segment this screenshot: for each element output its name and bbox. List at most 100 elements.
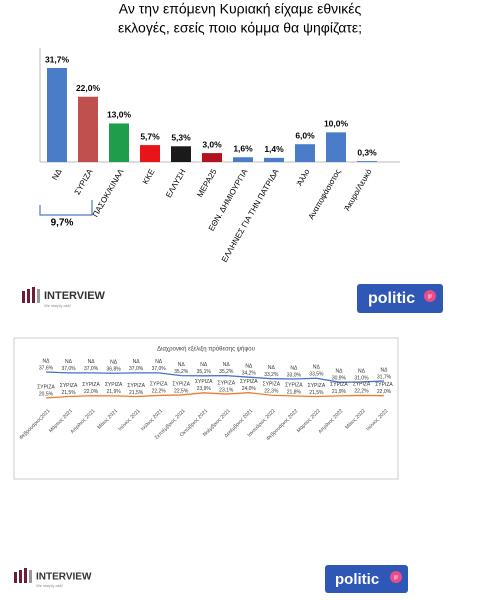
value-label: 22,0% bbox=[377, 389, 392, 395]
value-label: 33,0% bbox=[287, 372, 302, 378]
series-name-label: ΣΥΡΙΖΑ bbox=[82, 382, 100, 388]
line bbox=[45, 371, 385, 383]
value-label: 13,0% bbox=[107, 110, 132, 120]
x-tick-label: ΝΔ bbox=[50, 167, 64, 182]
series-name-label: ΝΔ bbox=[245, 363, 253, 369]
bar bbox=[78, 96, 98, 162]
series-name-label: ΣΥΡΙΖΑ bbox=[150, 382, 168, 388]
value-label: 33,2% bbox=[264, 372, 279, 378]
bar bbox=[233, 157, 253, 162]
series-name-label: ΝΔ bbox=[43, 358, 51, 364]
series-name-label: ΝΔ bbox=[178, 362, 186, 368]
value-label: 0,3% bbox=[357, 147, 377, 157]
value-label: 1,6% bbox=[233, 144, 253, 154]
x-tick-label: ΠΑΣΟΚ/ΚΙΝΑΛ bbox=[91, 167, 126, 219]
series-name-label: ΣΥΡΙΖΑ bbox=[308, 383, 326, 389]
series-name-label: ΝΔ bbox=[223, 362, 231, 368]
value-label: 37,0% bbox=[84, 366, 99, 372]
series-name-label: ΝΔ bbox=[290, 365, 298, 371]
value-label: 35,1% bbox=[197, 369, 212, 375]
x-tick-label: Αναποφάσιστος bbox=[307, 167, 343, 221]
bar bbox=[295, 144, 315, 162]
bar bbox=[357, 161, 377, 162]
series-name-label: ΣΥΡΙΖΑ bbox=[172, 381, 190, 387]
annotation: 9,7% bbox=[51, 218, 74, 229]
value-label: 31,7% bbox=[377, 374, 392, 380]
logo-tagline: We simply ask! bbox=[36, 583, 63, 588]
series-name-label: ΝΔ bbox=[358, 368, 366, 374]
value-label: 31,7% bbox=[45, 54, 70, 64]
line bbox=[45, 392, 385, 399]
value-label: 37,6% bbox=[39, 365, 54, 371]
value-label: 21,9% bbox=[332, 389, 347, 395]
series-name-label: ΝΔ bbox=[65, 359, 73, 365]
x-tick-label: ΕΛΛΥΣΗ bbox=[164, 167, 188, 199]
logo-tagline: We simply ask! bbox=[44, 303, 71, 308]
series-name-label: ΣΥΡΙΖΑ bbox=[217, 380, 235, 386]
value-label: 22,0% bbox=[76, 83, 101, 93]
value-label: 3,0% bbox=[202, 139, 222, 149]
series-name-label: ΝΔ bbox=[155, 359, 163, 365]
politic-logo: politic gr bbox=[325, 565, 408, 593]
value-label: 20,5% bbox=[39, 391, 54, 397]
gap-bracket bbox=[39, 200, 93, 216]
x-tick-label: ΚΚΕ bbox=[141, 168, 157, 186]
value-label: 31,0% bbox=[354, 375, 369, 381]
interview-logo: INTERVIEW We simply ask! bbox=[14, 568, 92, 588]
series-name-label: ΣΥΡΙΖΑ bbox=[37, 384, 55, 390]
logo-text: politic bbox=[335, 571, 379, 588]
value-label: 34,2% bbox=[242, 370, 257, 376]
value-label: 22,0% bbox=[84, 389, 99, 395]
logo-suffix: gr bbox=[394, 574, 399, 580]
series-name-label: ΣΥΡΙΖΑ bbox=[195, 379, 213, 385]
politic-logo: politic gr bbox=[357, 284, 443, 313]
series-name-label: ΝΔ bbox=[200, 362, 208, 368]
x-tick-label: ΕΛΛΗΝΕΣ ΓΙΑ ΤΗΝ ΠΑΤΡΙΔΑ bbox=[220, 167, 281, 264]
series-name-label: ΣΥΡΙΖΑ bbox=[353, 382, 371, 388]
bar bbox=[109, 123, 129, 162]
value-label: 23,9% bbox=[197, 386, 212, 392]
value-label: 30,9% bbox=[332, 376, 347, 382]
series-name-label: ΝΔ bbox=[133, 359, 141, 365]
x-tick-label: ΜΕΡΑ25 bbox=[195, 167, 219, 199]
value-label: 37,0% bbox=[129, 366, 144, 372]
value-label: 10,0% bbox=[324, 119, 349, 129]
line-chart-frame bbox=[13, 337, 399, 480]
series-name-label: ΣΥΡΙΖΑ bbox=[60, 383, 78, 389]
series-name-label: ΣΥΡΙΖΑ bbox=[127, 383, 145, 389]
series-name-label: ΝΔ bbox=[88, 359, 96, 365]
value-label: 21,5% bbox=[309, 390, 324, 396]
series-name-label: ΝΔ bbox=[335, 369, 343, 375]
bar-title: εκλογές, εσείς ποιο κόμμα θα ψηφίζατε; bbox=[118, 20, 362, 36]
series-name-label: ΣΥΡΙΖΑ bbox=[105, 382, 123, 388]
bar bbox=[140, 145, 160, 162]
value-label: 36,8% bbox=[107, 367, 122, 373]
value-label: 35,2% bbox=[219, 369, 234, 375]
series-name-label: ΣΥΡΙΖΑ bbox=[375, 382, 393, 388]
value-label: 23,1% bbox=[219, 387, 234, 393]
logo-text: politic bbox=[368, 290, 415, 307]
value-label: 24,0% bbox=[242, 386, 257, 392]
value-label: 1,4% bbox=[264, 144, 284, 154]
logo-text: INTERVIEW bbox=[44, 290, 106, 302]
value-label: 21,9% bbox=[107, 389, 122, 395]
logo-text: INTERVIEW bbox=[36, 572, 92, 583]
series-name-label: ΣΥΡΙΖΑ bbox=[240, 379, 258, 385]
line-title: Διαχρονική εξέλιξη πρόθεσης ψήφου bbox=[157, 346, 255, 353]
x-tick-label: Άκυρο/Λευκό bbox=[342, 167, 373, 212]
bar bbox=[264, 157, 284, 162]
value-label: 22,2% bbox=[354, 389, 369, 395]
series-name-label: ΝΔ bbox=[381, 367, 389, 373]
value-label: 22,3% bbox=[264, 389, 279, 395]
series-name-label: ΣΥΡΙΖΑ bbox=[330, 382, 348, 388]
logo-suffix: gr bbox=[428, 293, 433, 299]
series-name-label: ΝΔ bbox=[313, 365, 321, 371]
bar-title: Αν την επόμενη Κυριακή είχαμε εθνικές bbox=[119, 1, 362, 17]
value-label: 22,2% bbox=[152, 389, 167, 395]
value-label: 37,0% bbox=[61, 366, 76, 372]
value-label: 37,0% bbox=[152, 366, 167, 372]
series-name-label: ΣΥΡΙΖΑ bbox=[263, 382, 281, 388]
value-label: 21,8% bbox=[287, 389, 302, 395]
